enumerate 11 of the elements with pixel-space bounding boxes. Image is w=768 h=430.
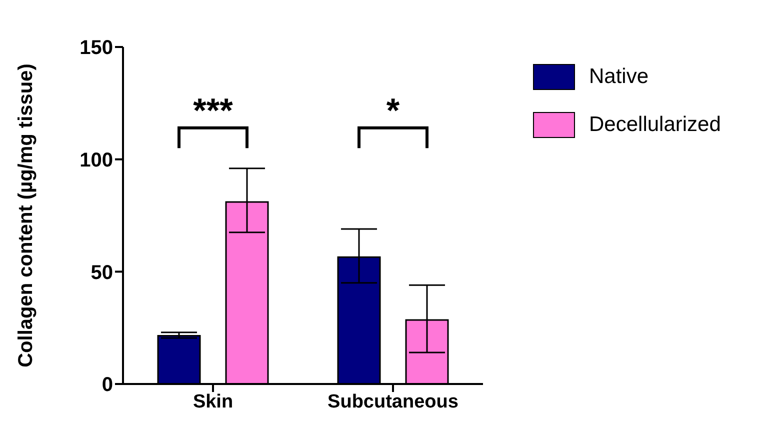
x-tick-label: Subcutaneous xyxy=(328,391,458,412)
y-tick-label: 150 xyxy=(80,37,113,60)
x-tick-label: Skin xyxy=(192,391,234,412)
y-axis-title: Collagen content (µg/mg tissue) xyxy=(15,64,38,368)
legend-label: Native xyxy=(589,65,649,89)
legend-label: Decellularized xyxy=(589,113,721,137)
y-tick-label: 0 xyxy=(102,374,113,396)
annotation: * xyxy=(386,92,400,130)
y-tick-label: 100 xyxy=(80,149,113,172)
y-tick-label: 50 xyxy=(90,262,113,284)
annotation: *** xyxy=(193,92,234,130)
